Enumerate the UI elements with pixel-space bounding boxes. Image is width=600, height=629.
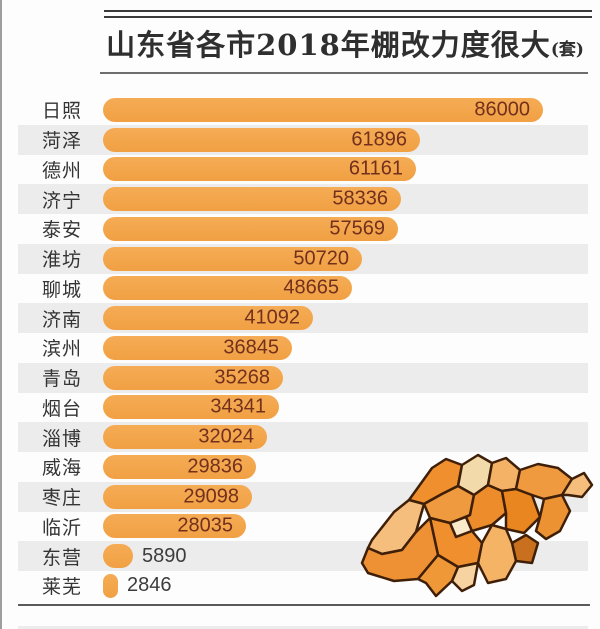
table-row: 淮坊 50720 xyxy=(18,243,588,274)
map-region xyxy=(486,456,522,493)
city-label: 泰安 xyxy=(42,220,83,242)
value-bar: 48665 xyxy=(103,276,352,301)
value-bar: 61896 xyxy=(103,127,420,152)
table-row: 滨州 36845 xyxy=(18,333,588,363)
city-label: 济南 xyxy=(42,309,83,331)
bar-value: 61896 xyxy=(351,128,407,151)
value-bar: 35268 xyxy=(103,365,283,390)
map-region xyxy=(416,553,460,598)
bar-value: 29836 xyxy=(187,455,243,478)
bar-value: 86000 xyxy=(474,98,530,121)
bar-value: 48665 xyxy=(283,276,339,299)
city-label: 德州 xyxy=(42,160,83,182)
table-row: 威海 29836 xyxy=(18,452,588,482)
value-bar: 32024 xyxy=(103,425,267,450)
city-label: 青岛 xyxy=(42,369,83,391)
map-region xyxy=(476,523,518,585)
city-label: 菏泽 xyxy=(42,131,83,153)
value-bar: 34341 xyxy=(103,395,279,420)
title-top-double-rule xyxy=(104,10,592,18)
city-label: 淮坊 xyxy=(42,250,83,272)
value-bar: 41092 xyxy=(103,306,313,331)
value-bar: 28035 xyxy=(103,514,246,539)
bar-value: 28035 xyxy=(177,514,233,537)
table-row: 青岛 35268 xyxy=(18,362,588,393)
table-row: 临沂 28035 xyxy=(18,512,588,542)
city-label: 淄博 xyxy=(42,428,83,450)
bar-value: 36845 xyxy=(223,336,279,359)
city-label: 东营 xyxy=(42,547,83,569)
chart-title-text: 山东省各市2018年棚改力度很大 xyxy=(106,28,551,62)
value-bar: 61161 xyxy=(103,157,416,182)
value-bar: 29098 xyxy=(103,484,252,509)
value-bar: 58336 xyxy=(103,187,401,212)
bar-value: 61161 xyxy=(348,157,403,180)
value-bar: 50720 xyxy=(103,246,362,271)
page-title: 山东省各市2018年棚改力度很大(套) xyxy=(100,27,590,68)
value-bar xyxy=(103,573,118,598)
table-row: 菏泽 61896 xyxy=(18,124,588,155)
bar-value: 32024 xyxy=(198,425,254,448)
table-row: 泰安 57569 xyxy=(18,214,588,244)
table-row: 日照 86000 xyxy=(18,95,588,125)
table-row: 聊城 48665 xyxy=(18,274,588,304)
city-label: 临沂 xyxy=(42,517,83,539)
city-label: 莱芜 xyxy=(42,577,83,599)
city-label: 日照 xyxy=(42,101,83,123)
map-region xyxy=(500,487,542,535)
bar-value: 50720 xyxy=(293,247,349,270)
map-container xyxy=(354,452,594,604)
bar-value: 29098 xyxy=(183,485,239,508)
title-bottom-rule xyxy=(100,72,588,74)
city-label: 威海 xyxy=(42,458,83,480)
map-region xyxy=(534,493,572,541)
table-row: 淄博 32024 xyxy=(18,422,588,452)
city-label: 滨州 xyxy=(42,339,83,361)
city-label: 烟台 xyxy=(42,398,83,420)
bar-value: 41092 xyxy=(244,306,300,329)
bar-value: 5890 xyxy=(142,544,187,567)
chart-unit-suffix: (套) xyxy=(550,40,584,60)
table-row: 莱芜 2846 xyxy=(18,571,588,601)
city-label: 枣庄 xyxy=(42,488,83,510)
table-row: 济南 41092 xyxy=(18,303,588,333)
bar-value: 58336 xyxy=(332,187,388,210)
footer-rule xyxy=(18,604,590,606)
shandong-map xyxy=(360,453,594,598)
value-bar: 86000 xyxy=(103,97,543,122)
value-bar: 29836 xyxy=(103,454,256,479)
bar-value: 57569 xyxy=(329,217,385,240)
city-label: 聊城 xyxy=(42,279,83,301)
value-bar xyxy=(103,544,133,569)
next-section-stripe xyxy=(18,626,588,629)
value-bar: 57569 xyxy=(103,216,398,241)
value-bar: 36845 xyxy=(103,335,292,360)
bar-value: 2846 xyxy=(127,574,172,597)
page-left-border xyxy=(0,0,2,629)
city-label: 济宁 xyxy=(42,190,83,212)
table-row: 烟台 34341 xyxy=(18,393,588,423)
table-row: 德州 61161 xyxy=(18,155,588,185)
bar-value: 35268 xyxy=(214,366,270,389)
table-row: 济宁 58336 xyxy=(18,184,588,214)
bar-value: 34341 xyxy=(210,395,266,418)
